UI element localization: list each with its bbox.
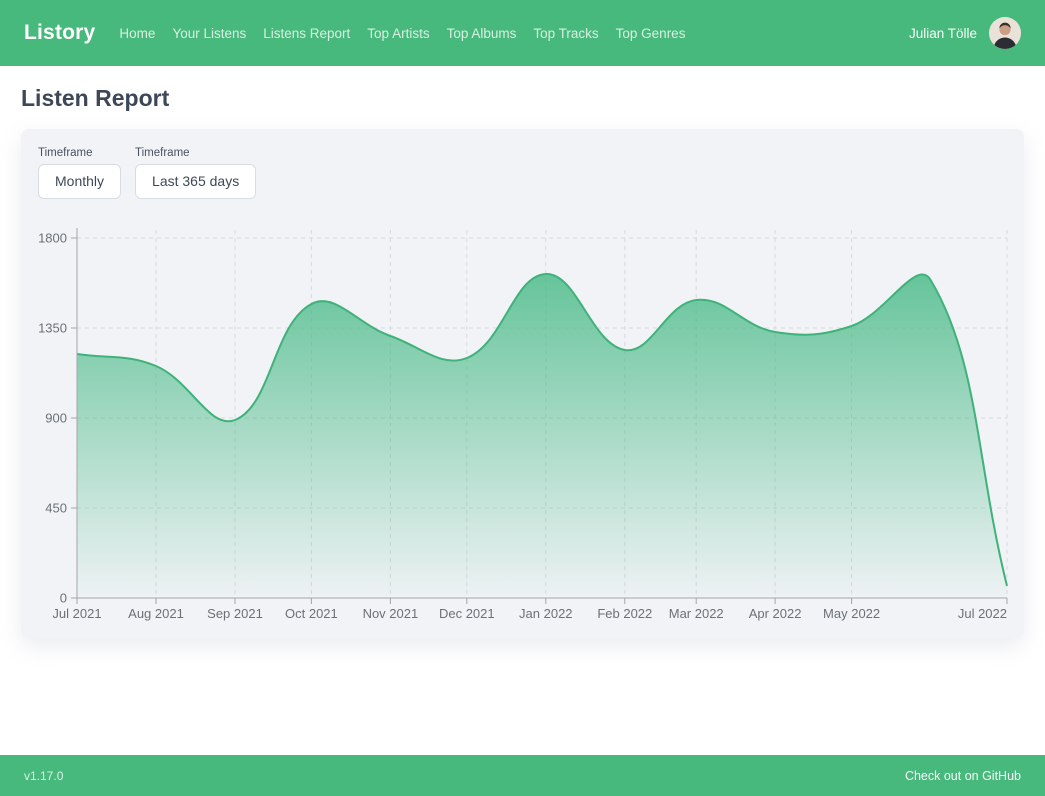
timeframe-mode-label: Timeframe xyxy=(38,147,93,159)
y-tick-label: 1800 xyxy=(38,231,67,246)
x-tick-label: Feb 2022 xyxy=(597,606,652,621)
user-name[interactable]: Julian Tölle xyxy=(908,25,977,41)
area-fill xyxy=(77,274,1007,599)
x-tick-label: Jul 2022 xyxy=(958,606,1007,621)
timeframe-range-select[interactable]: Last 365 days xyxy=(135,164,257,200)
x-tick-label: Sep 2021 xyxy=(207,606,263,621)
x-tick-label: Apr 2022 xyxy=(749,606,802,621)
nav-item-top-albums[interactable]: Top Albums xyxy=(446,25,517,41)
y-tick-label: 450 xyxy=(45,501,67,516)
timeframe-filters: Timeframe Monthly Timeframe Last 365 day… xyxy=(38,147,1007,200)
x-tick-label: Dec 2021 xyxy=(439,606,495,621)
x-tick-label: Jul 2021 xyxy=(52,606,101,621)
x-tick-label: Jan 2022 xyxy=(519,606,573,621)
x-tick-label: May 2022 xyxy=(823,606,880,621)
nav-item-top-genres[interactable]: Top Genres xyxy=(615,25,686,41)
series-line xyxy=(76,273,1008,587)
avatar-photo-icon xyxy=(989,17,1021,49)
nav-item-home[interactable]: Home xyxy=(119,25,156,41)
version-label: v1.17.0 xyxy=(24,768,64,783)
timeframe-mode-select[interactable]: Monthly xyxy=(38,164,122,200)
listens-area-chart[interactable]: 0 450 900 1350 1800 Jul 2021 Aug 2021 Sep 2021 O… xyxy=(38,226,1008,624)
y-tick-label: 0 xyxy=(60,591,67,606)
chart-svg: 0 450 900 1350 1800 Jul 2021 Aug 2021 Sep 2021 O… xyxy=(38,228,1008,621)
user-avatar[interactable] xyxy=(989,17,1021,49)
x-tick-label: Aug 2021 xyxy=(128,606,184,621)
x-tick-label: Mar 2022 xyxy=(669,606,724,621)
timeframe-range-label: Timeframe xyxy=(135,147,190,159)
nav-item-your-listens[interactable]: Your Listens xyxy=(172,25,247,41)
report-card: Timeframe Monthly Timeframe Last 365 day… xyxy=(21,129,1024,639)
y-tick-label: 900 xyxy=(45,411,67,426)
github-link[interactable]: Check out on GitHub xyxy=(904,768,1021,783)
timeframe-range-group: Timeframe Last 365 days xyxy=(135,147,257,200)
app-logo[interactable]: Listory xyxy=(24,21,96,44)
nav-item-listens-report[interactable]: Listens Report xyxy=(263,25,351,41)
y-tick-label: 1350 xyxy=(38,321,67,336)
main-nav: Home Your Listens Listens Report Top Art… xyxy=(119,26,685,41)
app-footer: v1.17.0 Check out on GitHub xyxy=(0,755,1045,796)
x-tick-label: Oct 2021 xyxy=(285,606,338,621)
main-content: Listen Report Timeframe Monthly Timefram… xyxy=(0,85,1045,639)
x-tick-label: Nov 2021 xyxy=(363,606,419,621)
nav-item-top-tracks[interactable]: Top Tracks xyxy=(533,25,599,41)
page-title: Listen Report xyxy=(21,85,170,111)
timeframe-mode-group: Timeframe Monthly xyxy=(38,147,122,200)
app-header: Listory Home Your Listens Listens Report… xyxy=(0,0,1045,66)
nav-item-top-artists[interactable]: Top Artists xyxy=(367,25,430,41)
